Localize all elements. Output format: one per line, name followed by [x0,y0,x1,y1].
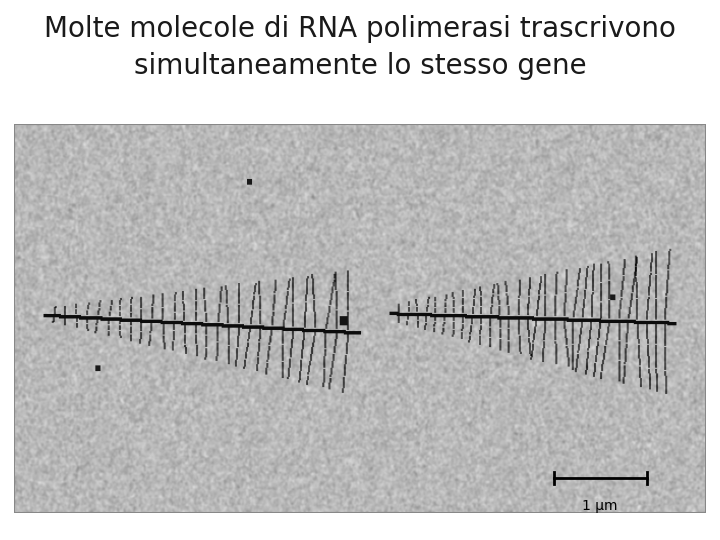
Text: Molte molecole di RNA polimerasi trascrivono
simultaneamente lo stesso gene: Molte molecole di RNA polimerasi trascri… [44,15,676,80]
Text: 1 μm: 1 μm [582,498,618,512]
